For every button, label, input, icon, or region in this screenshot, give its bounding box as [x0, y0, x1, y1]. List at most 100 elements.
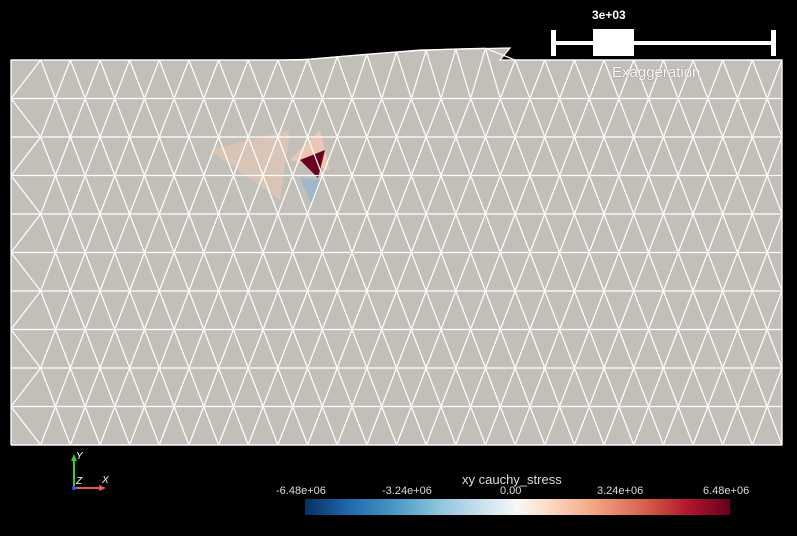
colorbar-tick-high: 3.24e+06 [597, 485, 644, 497]
mesh-edge [292, 406, 309, 446]
mesh-edge [351, 136, 368, 176]
mesh-edge [588, 175, 605, 215]
mesh-edge [618, 252, 635, 292]
mesh-edge [158, 406, 175, 446]
mesh-edge [559, 213, 575, 253]
exaggeration-slider-handle[interactable] [593, 29, 634, 56]
mesh-edge [40, 252, 57, 292]
mesh-edge [277, 136, 294, 176]
mesh-edge [188, 406, 205, 446]
mesh-edge [247, 290, 264, 330]
mesh-edge [129, 329, 146, 369]
mesh-edge [188, 175, 205, 215]
y-axis-label: Y [76, 451, 84, 462]
mesh-edge [247, 59, 264, 99]
mesh-edge [766, 213, 783, 253]
mesh-edge [232, 290, 249, 330]
mesh-edge [514, 252, 531, 292]
mesh-edge [588, 406, 605, 446]
mesh-edge [425, 136, 442, 176]
mesh-edge [262, 98, 279, 138]
mesh-edge [395, 329, 412, 369]
mesh-edge [10, 136, 42, 176]
mesh-edge [395, 51, 412, 99]
mesh-edge [559, 175, 575, 215]
mesh-edge [321, 136, 338, 176]
mesh-edge [336, 136, 353, 176]
mesh-edge [736, 213, 753, 253]
mesh-edge [292, 98, 309, 138]
mesh-edge [647, 290, 664, 330]
mesh-edge [143, 252, 160, 292]
mesh-edge [99, 406, 116, 446]
mesh-edge [736, 98, 753, 138]
mesh-edge [647, 406, 664, 446]
mesh-edge [736, 329, 753, 369]
mesh-edge [529, 136, 546, 176]
mesh-edge [766, 98, 783, 138]
mesh-edge [662, 252, 679, 292]
mesh-edge [351, 213, 368, 253]
mesh-edge [40, 175, 57, 215]
mesh-edge [69, 136, 86, 176]
mesh-edge [633, 406, 650, 446]
colorbar-tick-max: 6.48e+06 [703, 485, 750, 497]
mesh-edge [559, 136, 575, 176]
mesh-edge [292, 175, 309, 215]
mesh-edge [440, 406, 457, 446]
mesh-edge [262, 252, 279, 292]
mesh-edge [321, 98, 338, 138]
mesh-edge [499, 290, 516, 330]
mesh-edge [262, 59, 279, 99]
mesh-edge [707, 175, 724, 215]
mesh-edge [173, 252, 190, 292]
mesh-edge [647, 252, 664, 292]
mesh-edge [218, 136, 234, 176]
mesh-edge [54, 59, 71, 99]
mesh-edge [218, 98, 234, 138]
x-arrow-head [99, 485, 106, 491]
mesh-edge [633, 98, 650, 138]
mesh-edge [69, 290, 86, 330]
mesh-edge [722, 213, 739, 253]
exaggeration-slider-min-cap [551, 30, 556, 56]
mesh-edge [425, 252, 442, 292]
mesh-edge [10, 252, 42, 292]
mesh-edge [218, 252, 234, 292]
mesh-edge [173, 406, 190, 446]
mesh-edge [336, 56, 353, 99]
mesh-edge [173, 367, 190, 407]
mesh-edge [232, 406, 249, 446]
mesh-edge [173, 59, 190, 99]
exaggeration-slider-track[interactable] [553, 41, 774, 45]
mesh-edge [129, 59, 146, 99]
mesh-edge [707, 213, 724, 253]
mesh-edge [484, 98, 501, 138]
mesh-edge [40, 367, 57, 407]
mesh-edge [158, 252, 175, 292]
mesh-edge [484, 290, 501, 330]
mesh-edge [10, 59, 42, 99]
mesh-edge [425, 213, 442, 253]
mesh-edge [633, 213, 650, 253]
mesh-edge [692, 136, 709, 176]
x-axis-label: X [101, 475, 109, 486]
mesh-edge [692, 213, 709, 253]
mesh-edge [84, 290, 101, 330]
mesh-edge [677, 98, 694, 138]
mesh-edge [203, 175, 220, 215]
mesh-edge [99, 59, 116, 99]
mesh-edge [69, 175, 86, 215]
mesh-edge [277, 213, 294, 253]
mesh-edge [544, 213, 561, 253]
mesh-edge [336, 367, 353, 407]
exaggeration-value: 3e+03 [592, 8, 626, 22]
mesh-edge [84, 406, 101, 446]
mesh-edge [292, 329, 309, 369]
mesh-edge [618, 367, 635, 407]
y-arrow-head [71, 454, 77, 461]
mesh-edge [618, 136, 635, 176]
mesh-edge [114, 98, 131, 138]
mesh-edge [588, 329, 605, 369]
